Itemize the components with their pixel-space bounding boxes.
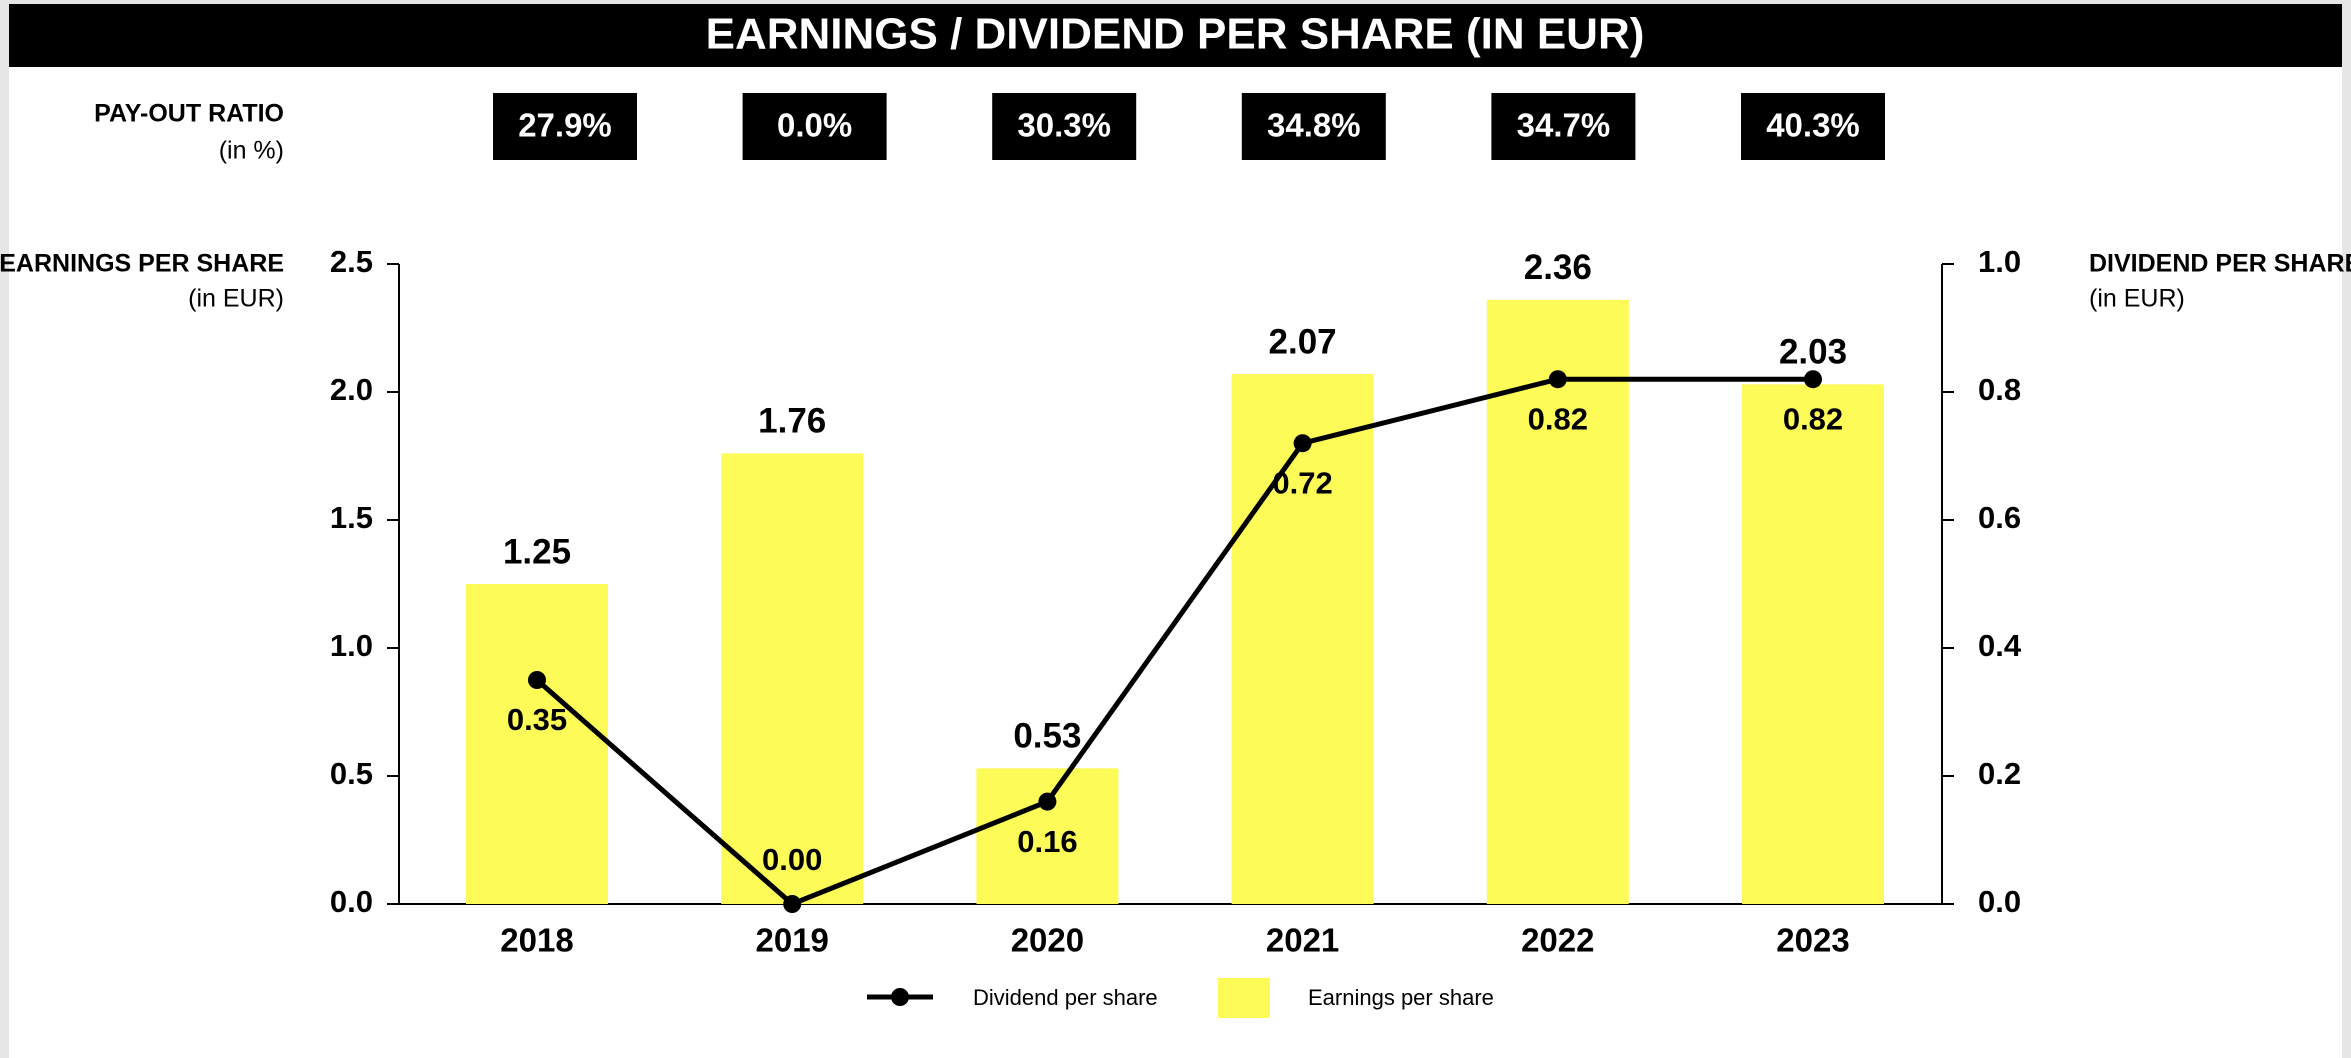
legend-label: Earnings per share [1308, 985, 1494, 1010]
line-value-label: 0.72 [1272, 465, 1332, 500]
line-point [783, 895, 802, 913]
payout-label: 27.9% [518, 107, 612, 144]
line-value-label: 0.35 [507, 702, 567, 737]
panel [9, 4, 2342, 1058]
line-point [1548, 370, 1567, 389]
line-point [528, 671, 546, 689]
bar-value-label: 2.36 [1524, 248, 1592, 287]
x-tick-label: 2022 [1521, 922, 1594, 959]
payout-box [742, 93, 887, 160]
line-point [1293, 434, 1312, 453]
x-tick-label: 2021 [1266, 922, 1339, 959]
x-tick-label: 2018 [500, 922, 573, 959]
payout-label: PAY-OUT RATIO [94, 100, 284, 128]
bar [1231, 374, 1374, 905]
chart-title: EARNINGS / DIVIDEND PER SHARE (IN EUR) [706, 10, 1645, 59]
bar [466, 584, 608, 904]
title-bar [9, 4, 2342, 67]
y2-axis-label: DIVIDEND PER SHARE [2089, 250, 2351, 278]
y2-tick-label: 0.4 [1978, 628, 2022, 663]
line-value-label: 0.82 [1783, 401, 1843, 436]
payout-label: 40.3% [1766, 107, 1860, 144]
bar-value-label: 0.53 [1013, 717, 1081, 756]
line-value-label: 0.00 [762, 842, 822, 877]
y-axis-unit: (in EUR) [188, 285, 284, 313]
payout-label: 30.3% [1017, 107, 1111, 144]
y2-tick-label: 0.2 [1978, 756, 2021, 791]
y2-tick-label: 0.8 [1978, 372, 2021, 407]
bar [721, 453, 864, 904]
y2-axis-unit: (in EUR) [2089, 285, 2185, 313]
bar-value-label: 2.03 [1779, 333, 1847, 372]
y-tick-label: 0.0 [330, 884, 373, 919]
bar [1742, 384, 1884, 904]
bar-value-label: 1.76 [758, 402, 826, 441]
legend-label: Dividend per share [973, 985, 1158, 1010]
y-tick-label: 2.0 [330, 372, 373, 407]
line-value-label: 0.82 [1528, 401, 1588, 436]
bar [976, 768, 1119, 904]
y2-tick-label: 1.0 [1978, 244, 2021, 279]
y-tick-label: 0.5 [330, 756, 373, 791]
line [535, 376, 1813, 907]
line-point [1038, 792, 1057, 811]
y2-tick-label: 0.0 [1978, 884, 2021, 919]
line-value-label: 0.16 [1017, 824, 1077, 859]
y-tick-label: 1.0 [330, 628, 373, 663]
x-tick-label: 2019 [755, 922, 828, 959]
x-tick-label: 2023 [1776, 922, 1849, 959]
x-tick-label: 2020 [1011, 922, 1084, 959]
payout-box [1241, 93, 1386, 160]
y-axis-label: EARNINGS PER SHARE [0, 250, 284, 278]
bar-value-label: 2.07 [1269, 322, 1337, 361]
bar [1486, 299, 1629, 905]
payout-label: 34.8% [1267, 107, 1361, 144]
payout-label: 34.7% [1517, 107, 1611, 144]
y-tick-label: 2.5 [330, 244, 373, 279]
bar-value-label: 1.25 [503, 532, 571, 571]
payout-box [1491, 93, 1636, 160]
payout-box [992, 93, 1137, 160]
payout-label: 0.0% [777, 107, 852, 144]
y2-tick-label: 0.6 [1978, 500, 2021, 535]
y-tick-label: 1.5 [330, 500, 373, 535]
legend-marker [891, 988, 909, 1006]
payout-box [1741, 93, 1885, 160]
line-point [1804, 370, 1822, 389]
payout-box [493, 93, 637, 160]
legend-swatch [1218, 978, 1270, 1018]
payout-unit: (in %) [219, 137, 284, 165]
